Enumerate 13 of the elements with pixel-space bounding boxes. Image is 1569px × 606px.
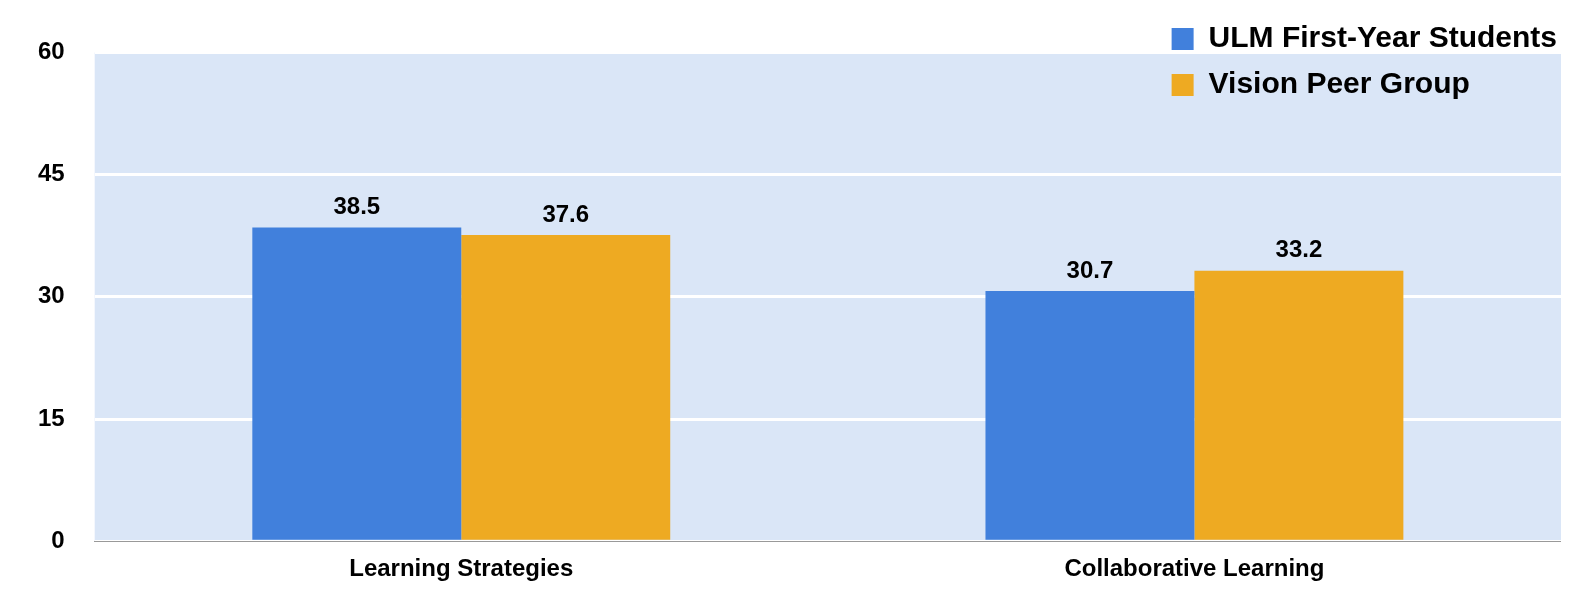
x-tick-label: Learning Strategies <box>349 554 574 582</box>
legend-label: Vision Peer Group <box>1208 66 1470 100</box>
data-label: 38.5 <box>333 192 381 220</box>
y-tick-label: 45 <box>37 159 65 187</box>
legend-label: ULM First-Year Students <box>1208 20 1558 54</box>
data-label: 30.7 <box>1066 255 1114 283</box>
y-tick-label: 60 <box>37 37 65 65</box>
x-tick-label: Collaborative Learning <box>1064 554 1325 582</box>
data-label: 33.2 <box>1275 235 1323 263</box>
data-label: 37.6 <box>542 199 590 227</box>
y-tick-label: 0 <box>51 525 65 553</box>
y-tick-label: 30 <box>37 281 65 309</box>
y-tick-label: 15 <box>37 403 65 431</box>
